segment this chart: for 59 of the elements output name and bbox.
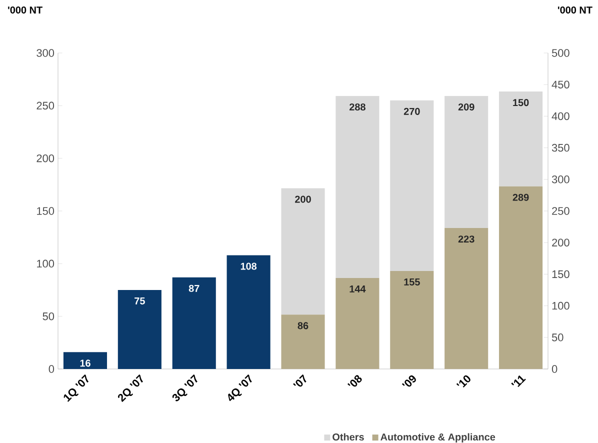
data-label: 87 (188, 284, 200, 292)
data-label: 75 (134, 298, 145, 304)
bar (336, 96, 380, 278)
y-tick-label: 250 (36, 102, 54, 110)
y-tick-label: 50 (42, 312, 54, 320)
bar (390, 100, 434, 272)
data-label: 155 (404, 278, 420, 286)
y-tick-label: 100 (37, 260, 54, 268)
y2-tick-label: 100 (552, 302, 570, 310)
legend-label: Others (332, 433, 364, 441)
data-label: 16 (80, 360, 90, 367)
bar (172, 277, 216, 369)
x-tick-label: '10 (456, 375, 470, 388)
y-tick-label: 300 (36, 49, 54, 57)
x-tick-label: '07 (293, 374, 306, 387)
y-tick-label: 200 (36, 154, 54, 162)
y-axis-title: '000 NT (8, 6, 42, 14)
x-tick-label: 1Q '07 (64, 374, 89, 402)
data-label: 288 (349, 103, 366, 111)
data-label: 108 (240, 262, 257, 270)
data-label: 209 (458, 103, 474, 111)
x-tick-label: '11 (511, 375, 526, 387)
x-tick-label: 2Q '07 (118, 374, 143, 402)
bar (390, 271, 434, 369)
data-label: 289 (512, 194, 529, 201)
y2-tick-label: 500 (552, 49, 570, 57)
y2-tick-label: 300 (552, 176, 570, 184)
data-label: 200 (295, 196, 311, 203)
y2-tick-label: 450 (552, 80, 570, 88)
data-label: 86 (298, 322, 308, 330)
y2-axis-title: '000 NT (558, 6, 592, 14)
y2-tick-label: 50 (552, 334, 564, 342)
bar (226, 255, 270, 369)
data-label: 270 (404, 108, 420, 115)
x-tick-label: 4Q '07 (228, 374, 252, 402)
y-tick-label: 0 (48, 365, 54, 373)
bar (281, 188, 325, 315)
bar (336, 278, 380, 369)
x-tick-label: '09 (402, 375, 416, 387)
y-tick-label: 150 (37, 207, 54, 215)
y2-tick-label: 150 (552, 270, 570, 278)
data-label: 144 (350, 285, 366, 292)
y2-tick-label: 0 (552, 365, 558, 373)
bar (118, 290, 162, 369)
bar (444, 96, 488, 228)
y2-tick-label: 250 (552, 207, 570, 215)
y2-tick-label: 350 (552, 144, 570, 152)
y2-tick-label: 400 (552, 112, 570, 120)
bar (499, 186, 543, 369)
bar (499, 92, 543, 186)
x-tick-label: 3Q '07 (172, 374, 198, 402)
x-tick-label: '08 (347, 375, 362, 387)
data-label: 223 (458, 236, 474, 243)
data-label: 150 (513, 99, 529, 106)
bar (281, 314, 325, 369)
y2-tick-label: 200 (552, 238, 570, 246)
legend-label: Automotive & Appliance (380, 433, 496, 442)
bar (63, 352, 108, 369)
bar (444, 228, 488, 369)
